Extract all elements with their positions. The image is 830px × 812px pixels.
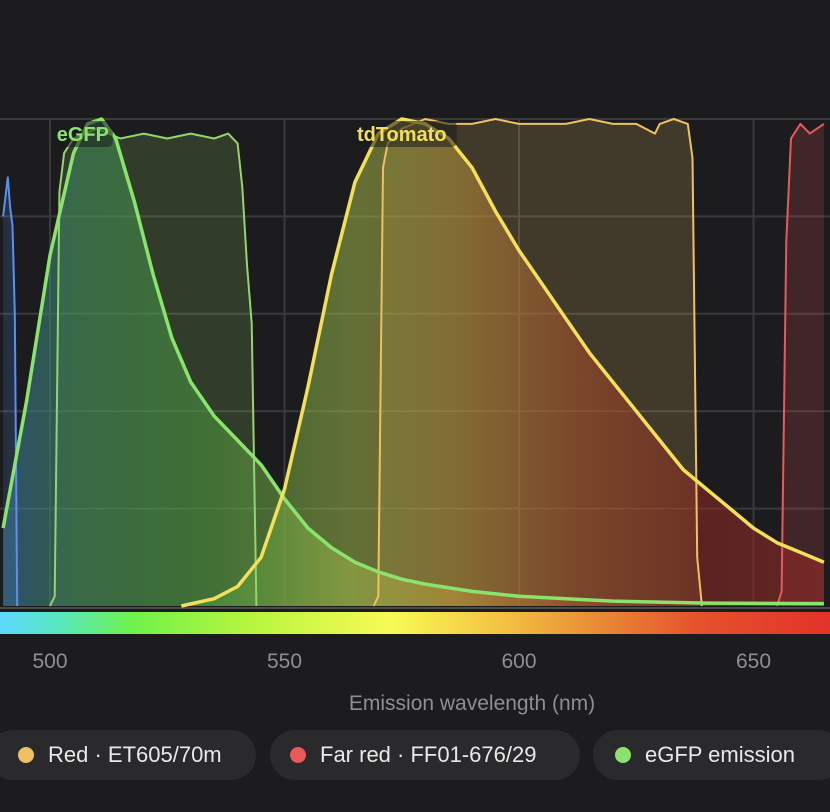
legend-dot xyxy=(615,747,631,763)
x-tick-label: 600 xyxy=(501,650,536,673)
legend-item-egfp-emission[interactable]: eGFP emission xyxy=(593,730,830,780)
x-tick-label: 550 xyxy=(267,650,302,673)
legend: Red · ET605/70m Far red · FF01-676/29 eG… xyxy=(0,730,830,780)
x-tick-label: 500 xyxy=(32,650,67,673)
series-line-3 xyxy=(776,122,825,607)
annotation-bg xyxy=(52,121,113,147)
peak-annotations: eGFP tdTomato xyxy=(52,121,457,147)
series-area-5 xyxy=(181,119,824,606)
legend-item-far-red[interactable]: Far red · FF01-676/29 xyxy=(270,730,580,780)
x-tick-label: 650 xyxy=(736,650,771,673)
series-area-3 xyxy=(777,123,824,607)
series-line-5 xyxy=(180,117,825,608)
legend-dot xyxy=(290,747,306,763)
x-axis-label: Emission wavelength (nm) xyxy=(349,692,595,715)
legend-dot xyxy=(18,747,34,763)
annotation-label: tdTomato xyxy=(357,124,447,146)
series-line-0 xyxy=(2,176,19,607)
series-fills xyxy=(3,119,824,607)
legend-label: eGFP emission xyxy=(645,742,795,767)
legend-label: Far red · FF01-676/29 xyxy=(320,742,537,767)
annotation-label: eGFP xyxy=(57,124,109,146)
legend-item-red[interactable]: Red · ET605/70m xyxy=(0,730,256,780)
x-tick-labels: 500 550 600 650 xyxy=(32,650,771,673)
series-line-1 xyxy=(49,127,258,607)
series-lines xyxy=(1,117,825,608)
series-area-4 xyxy=(3,119,824,606)
legend-label: Red · ET605/70m xyxy=(48,742,222,767)
annotation-bg xyxy=(346,121,457,147)
spectrum-color-bar xyxy=(0,612,830,634)
